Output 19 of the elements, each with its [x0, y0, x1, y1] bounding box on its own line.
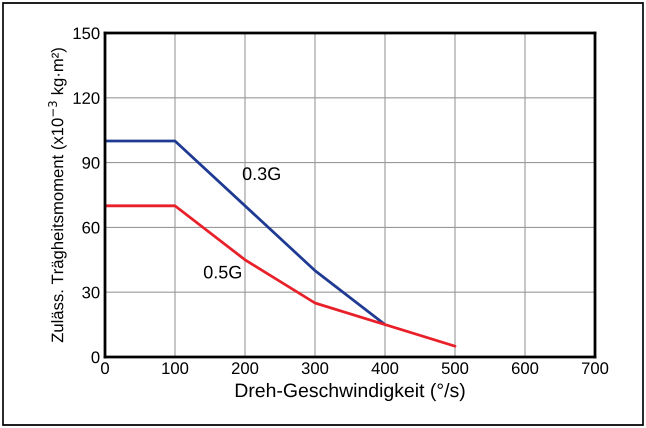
x-tick-label: 100	[162, 362, 188, 374]
x-tick-label: 0	[101, 362, 109, 374]
x-tick-label: 300	[302, 362, 328, 374]
x-tick-label: 700	[582, 362, 608, 374]
x-tick-label: 500	[442, 362, 468, 374]
y-tick-label: 150	[74, 27, 100, 40]
y-tick-label: 30	[82, 286, 100, 298]
x-axis-title: Dreh-Geschwindigkeit (°/s)	[236, 382, 465, 402]
y-tick-label: 90	[82, 157, 100, 169]
y-axis-title: Zuläss. Trägheitsmoment (x10$^{−3}$ kg·m²)	[48, 48, 67, 342]
y-tick-label: 120	[74, 92, 100, 104]
series-label: 0.3G	[242, 167, 280, 180]
series-label: 0.5G	[204, 266, 241, 279]
line-series	[105, 204, 456, 348]
x-tick-label: 400	[371, 362, 398, 374]
x-tick-label: 200	[232, 362, 258, 374]
y-tick-label: 60	[82, 222, 100, 234]
x-tick-label: 600	[512, 362, 538, 374]
y-tick-label: 0	[92, 351, 100, 364]
